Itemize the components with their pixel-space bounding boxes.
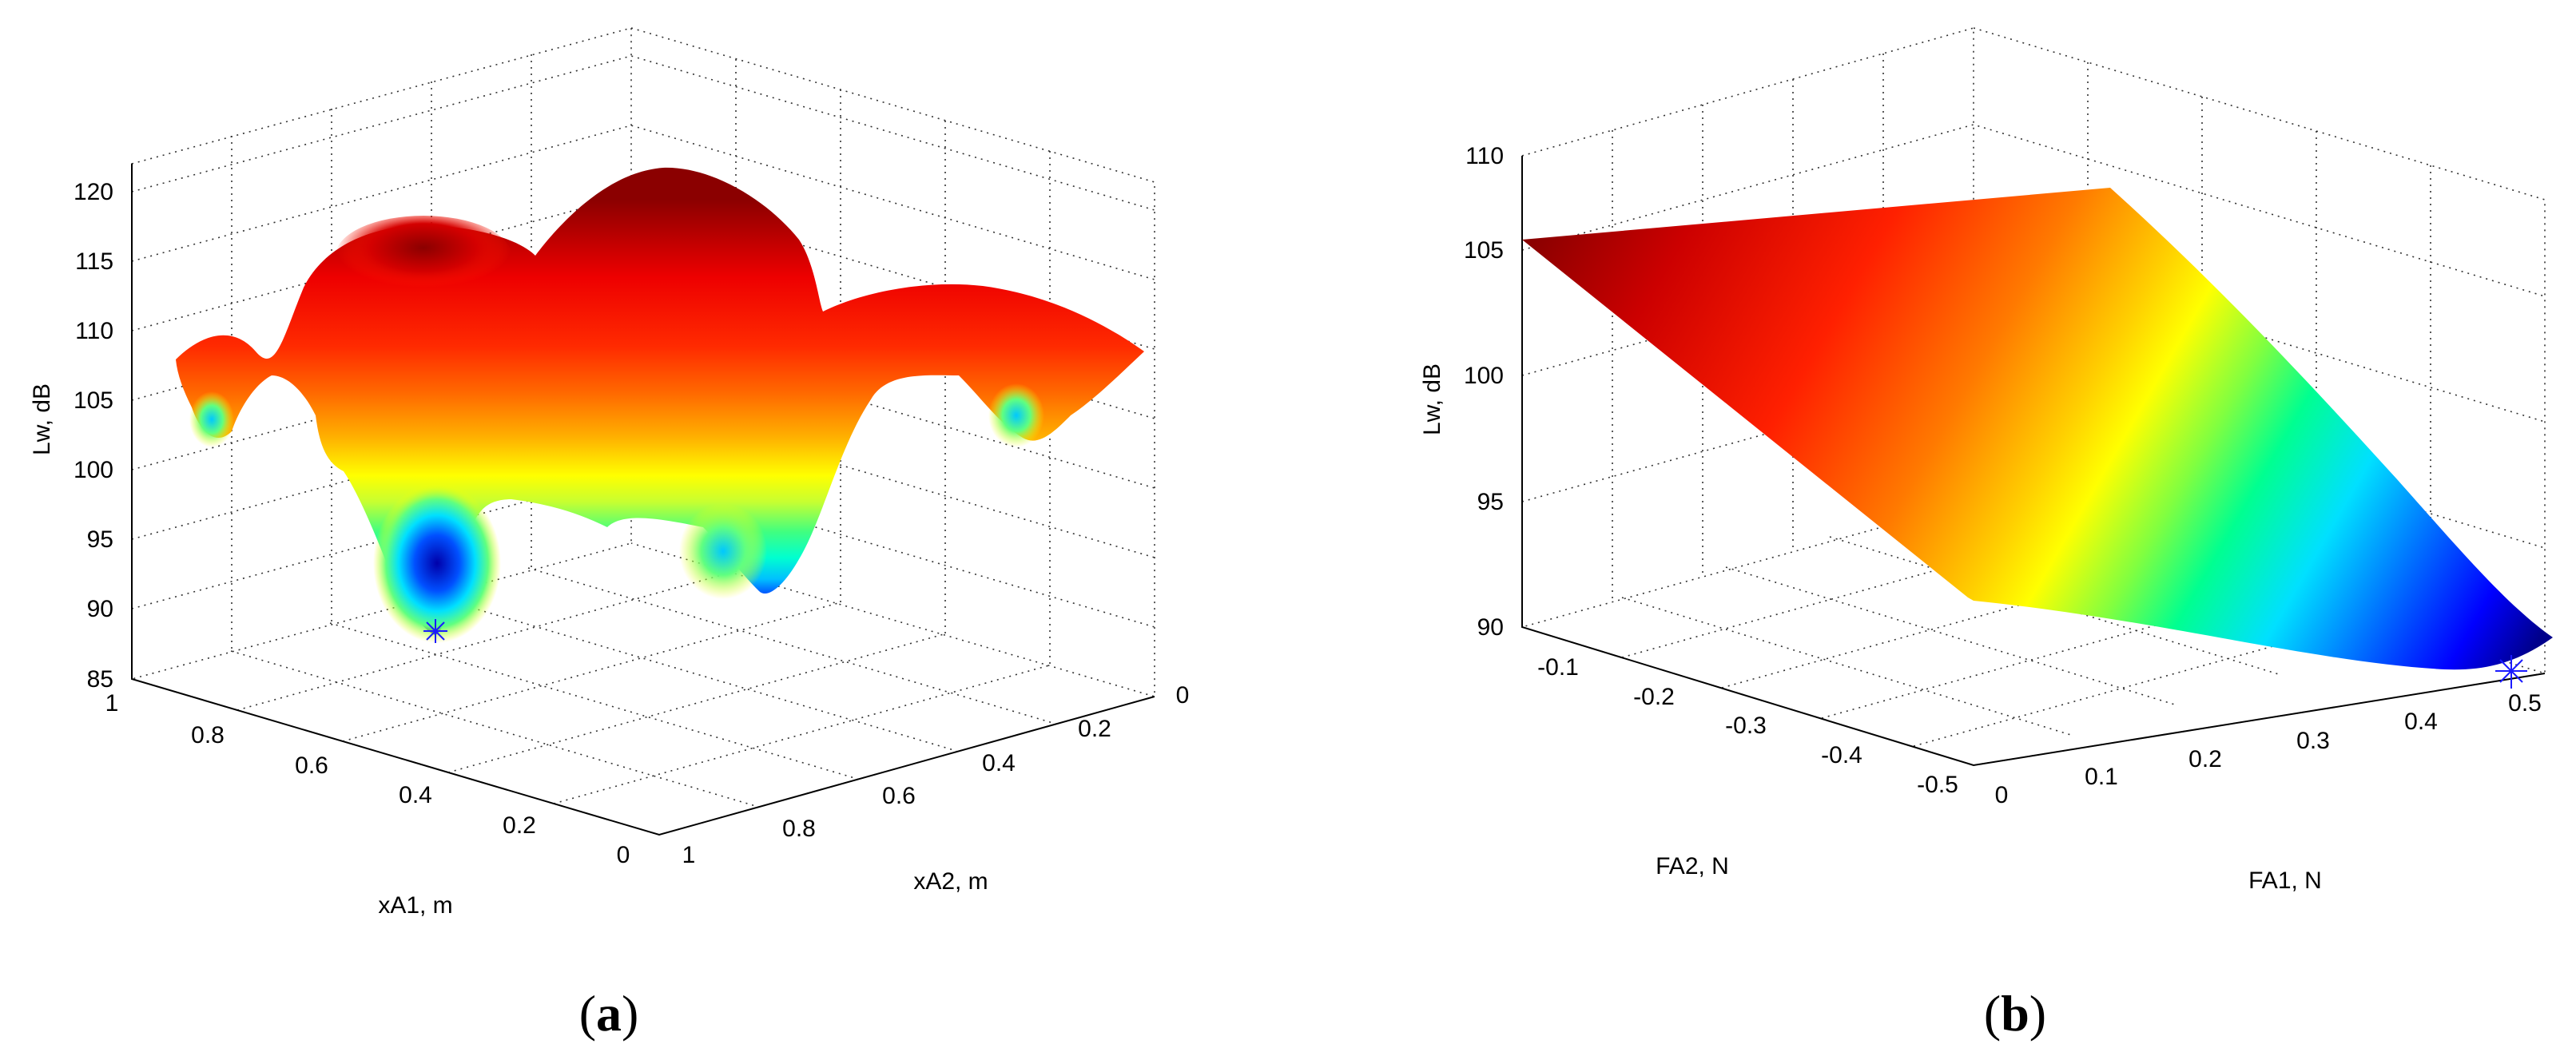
chart-b-z-tick: 90 xyxy=(1477,614,1504,641)
chart-a-x-ticks: 0 0.2 0.4 0.6 0.8 1 xyxy=(105,690,630,868)
chart-a-z-tick: 120 xyxy=(74,179,113,205)
chart-b-z-tick: 105 xyxy=(1464,237,1504,264)
chart-b-x-tick: 0.2 xyxy=(2188,746,2222,772)
chart-a-y-tick: 1 xyxy=(682,842,696,868)
chart-b-y-tick: -0.4 xyxy=(1821,742,1862,768)
chart-a-z-tick: 85 xyxy=(87,666,113,693)
chart-b-z-axis-label: Lw, dB xyxy=(1419,363,1445,435)
chart-a-y-axis-label: xA2, m xyxy=(913,868,988,895)
chart-a-min-marker xyxy=(423,619,447,643)
chart-b-x-ticks: 0 0.1 0.2 0.3 0.4 0.5 xyxy=(1995,690,2542,808)
chart-a-z-tick: 110 xyxy=(75,318,113,344)
chart-b-y-axis-label: FA2, N xyxy=(1656,853,1729,879)
chart-b-y-tick: -0.1 xyxy=(1537,654,1579,681)
chart-b-y-tick: -0.2 xyxy=(1633,684,1675,710)
chart-b-x-tick: 0.1 xyxy=(2085,764,2118,790)
chart-b-z-tick: 95 xyxy=(1477,489,1504,515)
chart-b-panel-label: (b) xyxy=(1984,985,2046,1042)
chart-a-z-tick: 115 xyxy=(75,248,113,275)
chart-a-x-tick: 0.6 xyxy=(295,752,328,779)
chart-a-z-axis-label: Lw, dB xyxy=(29,383,55,455)
chart-b-y-tick: -0.5 xyxy=(1917,772,1958,798)
chart-a-z-ticks: 85 90 95 100 105 110 115 120 xyxy=(74,179,113,693)
chart-a-x-tick: 0 xyxy=(617,842,630,868)
chart-a-panel-letter: a xyxy=(596,985,622,1042)
chart-b: 90 95 100 105 110 0 0.1 0.2 0.3 0.4 0.5 … xyxy=(1419,26,2553,1042)
chart-a-y-ticks: 0 0.2 0.4 0.6 0.8 1 xyxy=(682,682,1190,868)
chart-a-z-tick: 90 xyxy=(87,596,113,622)
chart-a-z-tick: 100 xyxy=(74,457,113,483)
chart-b-x-axis-label: FA1, N xyxy=(2248,867,2322,894)
chart-a-x-axis-label: xA1, m xyxy=(378,892,452,919)
chart-b-axes xyxy=(1521,156,2546,767)
chart-a-z-tick: 95 xyxy=(87,526,113,553)
chart-b-y-tick: -0.3 xyxy=(1725,713,1767,739)
chart-a-x-tick: 0.2 xyxy=(503,812,536,839)
chart-a-surface xyxy=(176,167,1144,643)
chart-b-x-tick: 0.4 xyxy=(2404,709,2438,735)
chart-a-y-tick: 0.4 xyxy=(982,750,1016,776)
chart-a-x-tick: 1 xyxy=(105,690,119,717)
chart-b-panel-letter: b xyxy=(2001,985,2029,1042)
chart-a: 85 90 95 100 105 110 115 120 0 0.2 0.4 0… xyxy=(29,26,1190,1042)
chart-a-x-tick: 0.4 xyxy=(399,782,432,808)
chart-b-z-tick: 110 xyxy=(1465,143,1504,169)
chart-a-z-tick: 105 xyxy=(74,387,113,414)
chart-a-panel-label: (a) xyxy=(579,985,639,1042)
chart-b-min-marker xyxy=(2495,655,2527,689)
chart-b-x-tick: 0.3 xyxy=(2296,728,2330,754)
chart-a-y-tick: 0.8 xyxy=(782,816,816,842)
chart-b-z-tick: 100 xyxy=(1464,363,1504,389)
chart-a-y-tick: 0.2 xyxy=(1078,716,1111,742)
chart-a-y-tick: 0.6 xyxy=(882,783,916,809)
chart-b-y-ticks: -0.1 -0.2 -0.3 -0.4 -0.5 xyxy=(1537,654,1958,798)
chart-a-y-tick: 0 xyxy=(1176,682,1190,709)
chart-b-z-ticks: 90 95 100 105 110 xyxy=(1464,143,1504,641)
chart-b-surface xyxy=(1522,188,2553,670)
chart-a-axes xyxy=(131,164,1155,836)
chart-a-x-tick: 0.8 xyxy=(191,722,225,748)
chart-b-x-tick: 0 xyxy=(1995,782,2009,808)
chart-b-x-tick: 0.5 xyxy=(2508,690,2542,717)
